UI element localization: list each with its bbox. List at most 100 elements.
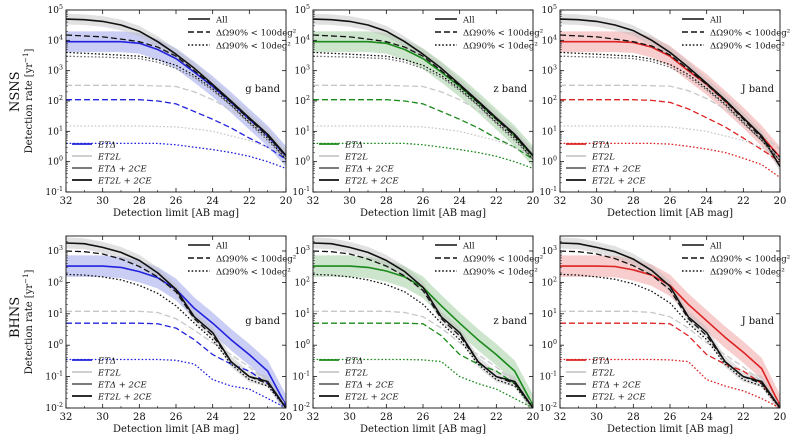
detector-legend-label: ET2L + 2CE	[591, 177, 646, 187]
y-tick-label: 102	[48, 95, 63, 107]
series-line-et--dom100	[66, 99, 286, 160]
detector-legend-label: ETΔ + 2CE	[591, 381, 641, 391]
x-tick-label: 24	[453, 196, 466, 207]
y-tick-label: 101	[48, 308, 63, 320]
series-line-et2l-2ce-dom100	[313, 250, 533, 408]
band-label: g band	[245, 84, 280, 95]
x-tick-label: 22	[490, 196, 503, 207]
series-line-et--all	[66, 265, 286, 406]
y-tick-label: 101	[295, 125, 310, 137]
series-line-et2l-2ce-all	[66, 242, 286, 408]
series-line-et2l-2ce-all	[560, 18, 780, 167]
series-line-et--dom100	[560, 99, 780, 163]
x-tick-label: 20	[774, 412, 787, 423]
plot-area	[66, 237, 286, 408]
series-line-et--dom10	[560, 142, 780, 179]
y-axis-label: Detection rate [yr−1]	[22, 49, 35, 154]
detector-legend-label: ET2L	[97, 153, 121, 163]
legend-label-dom100: ΔΩ90% < 100deg²	[710, 255, 790, 265]
y-tick-label: 102	[542, 276, 557, 288]
legend-label-dom10: ΔΩ90% < 10deg²	[710, 42, 785, 52]
x-tick-label: 24	[700, 412, 713, 423]
y-tick-label: 105	[48, 4, 63, 16]
x-tick-label: 32	[60, 196, 73, 207]
y-tick-label: 100	[542, 339, 557, 351]
y-tick-label: 103	[542, 65, 557, 77]
series-line-et2l-2ce-dom10	[560, 273, 780, 408]
x-tick-label: 28	[133, 412, 146, 423]
x-tick-label: 22	[243, 196, 256, 207]
detector-legend-label: ETΔ + 2CE	[344, 381, 394, 391]
x-tick-label: 26	[170, 412, 183, 423]
detector-legend-label: ETΔ	[591, 141, 610, 151]
x-tick-label: 32	[60, 412, 73, 423]
detector-legend-label: ET2L + 2CE	[344, 393, 399, 403]
y-tick-label: 10-2	[292, 402, 310, 414]
row-label-nsns: NSNS	[8, 71, 23, 112]
series-line-et2l-dom100	[66, 84, 286, 151]
series-line-et2l-2ce-dom10	[560, 51, 780, 161]
uncertainty-band-gray	[313, 237, 533, 408]
legend-label-dom10: ΔΩ90% < 10deg²	[710, 268, 785, 278]
y-tick-label: 101	[295, 308, 310, 320]
series-line-et-2ce-dom10	[560, 55, 780, 161]
detector-legend-label: ET2L	[344, 153, 368, 163]
y-tick-label: 10-1	[45, 186, 63, 198]
x-tick-label: 32	[554, 196, 567, 207]
x-tick-label: 24	[206, 196, 219, 207]
y-tick-label: 104	[542, 34, 557, 46]
series-line-et--all	[560, 265, 780, 406]
series-line-et2l-2ce-all	[313, 242, 533, 408]
y-tick-label: 101	[48, 125, 63, 137]
legend-label-dom100: ΔΩ90% < 100deg²	[463, 29, 543, 39]
series-line-et2l-2ce-all	[66, 18, 286, 157]
series-line-et--all	[313, 265, 533, 406]
y-tick-label: 105	[542, 4, 557, 16]
x-axis-label: Detection limit [AB mag]	[113, 424, 239, 435]
series-line-et2l-2ce-dom10	[313, 273, 533, 408]
y-tick-label: 103	[542, 245, 557, 257]
legend-label-dom100: ΔΩ90% < 100deg²	[216, 255, 296, 265]
series-line-et2l-dom10	[560, 125, 780, 158]
series-line-et--all	[313, 40, 533, 157]
plot-area	[560, 13, 780, 179]
y-axis-label: Detection rate [yr−1]	[22, 270, 35, 375]
x-tick-label: 20	[527, 196, 540, 207]
x-axis-label: Detection limit [AB mag]	[607, 208, 733, 219]
panel-nsns-z: 32 30 28 26 24 22 20 Detection limit [AB mag] 10…	[292, 4, 543, 219]
x-tick-label: 24	[453, 412, 466, 423]
x-tick-label: 26	[664, 412, 677, 423]
series-line-et2l-dom10	[313, 125, 533, 157]
series-line-et2l-dom100	[560, 310, 780, 406]
panel-nsns-g: 32 30 28 26 24 22 20 Detection limit [AB mag] 10…	[22, 4, 296, 219]
x-tick-label: 22	[737, 412, 750, 423]
plot-area	[313, 13, 533, 170]
x-tick-label: 26	[664, 196, 677, 207]
uncertainty-band-gray	[560, 237, 780, 408]
y-tick-label: 10-2	[539, 402, 557, 414]
x-axis-label: Detection limit [AB mag]	[113, 208, 239, 219]
x-axis-label: Detection limit [AB mag]	[607, 424, 733, 435]
y-tick-label: 102	[48, 276, 63, 288]
panel-bhns-z: 32 30 28 26 24 22 20 Detection limit [AB mag] 10…	[292, 235, 543, 435]
plot-area	[313, 237, 533, 408]
series-line-et--dom100	[66, 322, 286, 408]
detector-legend-label: ET2L	[591, 369, 615, 379]
x-tick-label: 24	[700, 196, 713, 207]
x-tick-label: 20	[527, 412, 540, 423]
x-tick-label: 26	[417, 196, 430, 207]
series-line-et2l-2ce-all	[313, 18, 533, 157]
legend-label-dom100: ΔΩ90% < 100deg²	[710, 29, 790, 39]
panel-nsns-j: 32 30 28 26 24 22 20 Detection limit [AB mag] 10…	[539, 4, 790, 219]
x-tick-label: 30	[590, 412, 603, 423]
band-label: z band	[493, 316, 527, 327]
detector-legend-label: ETΔ	[344, 357, 363, 367]
detector-legend-label: ET2L + 2CE	[344, 177, 399, 187]
legend-label-dom10: ΔΩ90% < 10deg²	[463, 268, 538, 278]
legend-label-dom100: ΔΩ90% < 100deg²	[216, 29, 296, 39]
y-tick-label: 104	[48, 34, 63, 46]
detector-legend-label: ET2L + 2CE	[97, 177, 152, 187]
legend-label-all: All	[709, 16, 722, 26]
legend-label-all: All	[462, 16, 475, 26]
x-tick-label: 30	[96, 412, 109, 423]
